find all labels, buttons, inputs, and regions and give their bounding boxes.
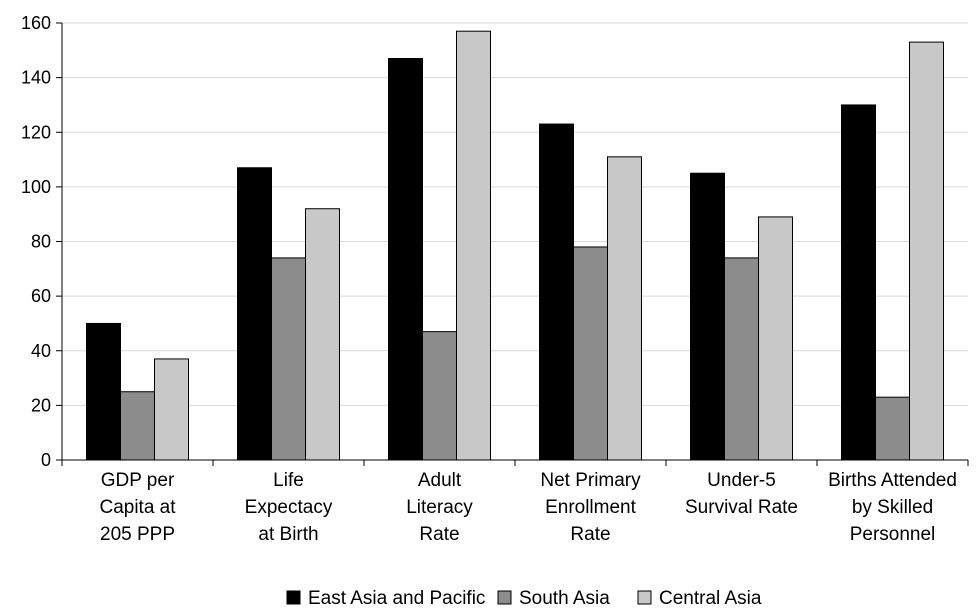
bar-south-asia: [875, 396, 910, 461]
x-category-label-line: Net Primary: [540, 470, 641, 491]
x-category-label-line: 205 PPP: [100, 524, 175, 545]
x-category-label: Under-5 Survival Rate: [685, 470, 798, 518]
x-category-label-line: at Birth: [258, 524, 318, 545]
y-tick-label: 140: [21, 68, 51, 88]
bar-central-asia: [154, 358, 189, 461]
x-category-label-line: Literacy: [406, 497, 473, 518]
x-category-label: GDP per Capita at 205 PPP: [99, 470, 176, 545]
bar-east-asia-and-pacific: [86, 322, 121, 461]
x-category-label-line: GDP per: [101, 470, 175, 491]
y-tick-label: 100: [21, 177, 51, 197]
y-tick-label: 40: [31, 341, 51, 361]
y-tick-label: 80: [31, 232, 51, 252]
y-tick-label: 160: [21, 13, 51, 33]
bar-central-asia: [607, 156, 642, 461]
bar-south-asia: [271, 257, 306, 461]
bar-central-asia: [909, 41, 944, 461]
x-category-label-line: Expectacy: [245, 497, 333, 518]
y-axis-ticks: 0 20 40 60 80 100 120 140 160: [21, 13, 62, 470]
x-category-label-line: Life: [273, 470, 304, 491]
legend-label: South Asia: [519, 588, 610, 609]
x-category-label: Life Expectacy at Birth: [245, 470, 333, 545]
x-category-label-line: Capita at: [99, 497, 176, 518]
legend-label: Central Asia: [659, 588, 762, 609]
x-category-label-line: Rate: [570, 524, 610, 545]
x-axis-labels: GDP per Capita at 205 PPP Life Expectacy at B…: [99, 470, 956, 545]
legend-swatch: [497, 590, 512, 605]
bar-east-asia-and-pacific: [690, 172, 725, 461]
axes: [61, 23, 969, 466]
bar-south-asia: [120, 391, 155, 461]
x-category-label-line: by Skilled: [852, 497, 933, 518]
legend-label: East Asia and Pacific: [308, 588, 485, 609]
y-tick-label: 120: [21, 122, 51, 142]
bar-east-asia-and-pacific: [841, 104, 876, 461]
legend-swatch: [286, 590, 301, 605]
x-category-label-line: Survival Rate: [685, 497, 798, 518]
x-category-label: Births Attended by Skilled Personnel: [828, 470, 957, 545]
bar-south-asia: [422, 331, 457, 461]
x-category-label-line: Rate: [419, 524, 459, 545]
x-category-label-line: Personnel: [850, 524, 936, 545]
x-category-label-line: Under-5: [707, 470, 776, 491]
bar-east-asia-and-pacific: [539, 123, 574, 461]
bar-central-asia: [305, 208, 340, 461]
bars: [86, 30, 944, 461]
x-category-label-line: Births Attended: [828, 470, 957, 491]
bar-central-asia: [758, 216, 793, 461]
x-category-label: Net Primary Enrollment Rate: [540, 470, 641, 545]
y-tick-label: 0: [41, 450, 51, 470]
bar-central-asia: [456, 30, 491, 461]
x-category-label-line: Enrollment: [545, 497, 637, 518]
gridlines: [62, 22, 968, 406]
x-category-label: Adult Literacy Rate: [406, 470, 473, 545]
legend: East Asia and Pacific South Asia Central A…: [286, 588, 762, 609]
bar-east-asia-and-pacific: [237, 167, 272, 461]
bar-south-asia: [724, 257, 759, 461]
y-tick-label: 20: [31, 395, 51, 415]
y-tick-label: 60: [31, 286, 51, 306]
legend-swatch: [637, 590, 652, 605]
x-category-label-line: Adult: [418, 470, 462, 491]
bar-east-asia-and-pacific: [388, 58, 423, 461]
bar-south-asia: [573, 246, 608, 461]
